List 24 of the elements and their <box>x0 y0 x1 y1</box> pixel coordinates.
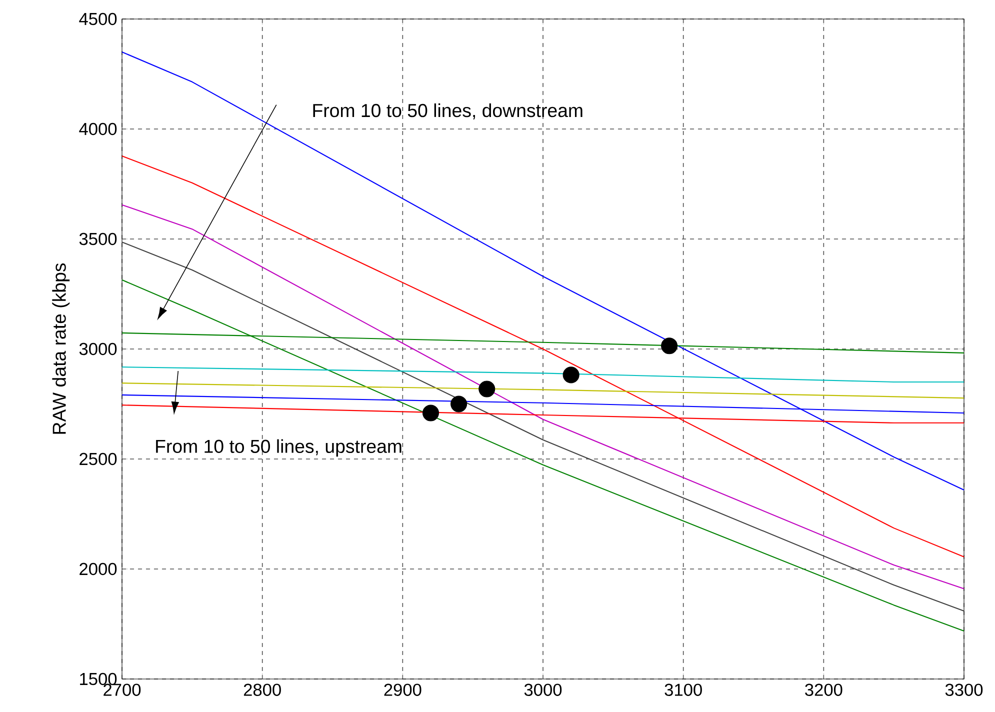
point <box>422 404 440 422</box>
x-tick-label: 3200 <box>805 684 842 696</box>
line-series <box>121 156 965 558</box>
y-tick-label: 2000 <box>80 562 117 576</box>
x-tick-label: 2700 <box>104 684 141 696</box>
point <box>450 396 468 412</box>
x-tick-label: 3100 <box>664 684 702 696</box>
y-tick-label: 3500 <box>79 232 117 246</box>
point <box>661 338 678 354</box>
y-tick-label: 3000 <box>79 342 117 356</box>
line-series <box>121 51 965 491</box>
x-tick-label: 3300 <box>945 684 983 696</box>
x-tick-label: 2800 <box>244 684 281 696</box>
y-tick-label: 1500 <box>80 672 117 686</box>
x-tick-label: 3000 <box>524 684 562 696</box>
point <box>478 380 496 398</box>
annotation: From 10 to 50 lines, upstream <box>156 439 402 457</box>
y-tick-label: 2500 <box>80 452 117 466</box>
annotation: From 10 to 50 lines, downstream <box>313 103 582 120</box>
y-tick-label: 4500 <box>79 12 117 26</box>
x-tick-label: 2900 <box>384 684 422 696</box>
y-tick-label: 4000 <box>79 122 117 136</box>
point <box>562 366 580 384</box>
y-axis-title: RAW data rate (kbps <box>52 263 70 434</box>
